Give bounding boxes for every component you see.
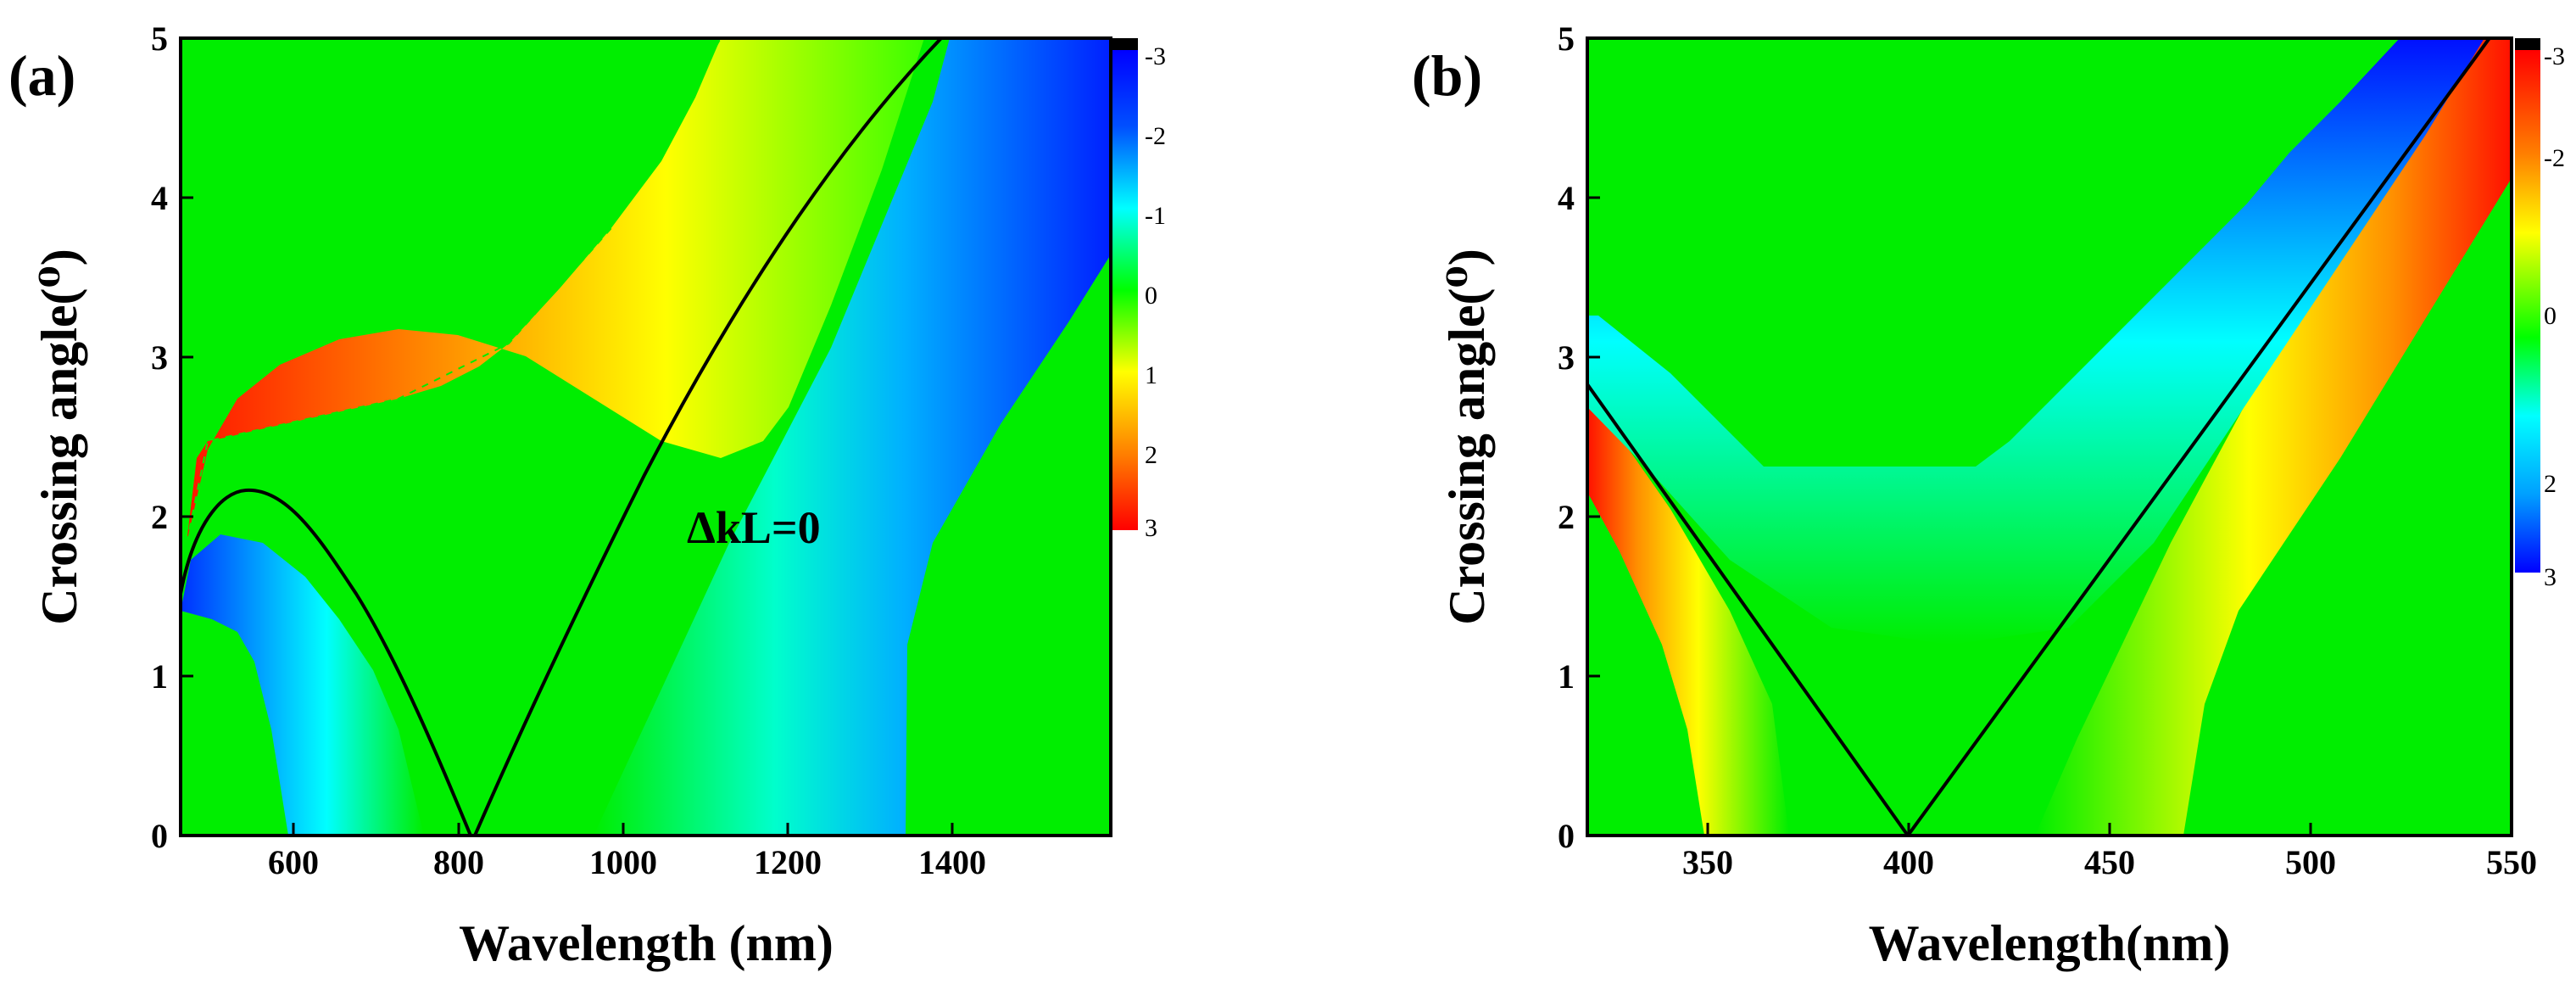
x-tick: 400	[1883, 823, 1934, 881]
panel-a-frame	[179, 36, 1112, 837]
x-tick-label: 800	[433, 843, 484, 881]
panel-b-blue-region	[1587, 38, 2484, 645]
y-tick: 1	[151, 657, 193, 696]
panel-b-y-title: Crossing angle(⁰)	[1439, 249, 1495, 625]
panel-b-heatmap	[1587, 38, 2512, 836]
panel-a-heatmap	[181, 38, 1111, 836]
panel-a: (a) 600 800 1000 1200 1400 Wavelength (n…	[8, 20, 1166, 971]
x-tick: 350	[1682, 823, 1733, 881]
y-tick: 2	[151, 498, 193, 536]
y-tick: 0	[151, 817, 193, 855]
colorbar-top-cap	[2515, 38, 2540, 50]
panel-b-right-red-region	[2035, 38, 2512, 836]
x-tick: 1000	[589, 823, 657, 881]
y-tick-label: 4	[151, 179, 168, 217]
y-tick: 3	[151, 338, 193, 377]
colorbar-tick-label: -3	[1145, 42, 1166, 70]
y-tick: 5	[1558, 20, 1600, 58]
colorbar-gradient	[1112, 50, 1138, 530]
y-tick: 4	[1558, 179, 1600, 217]
x-tick-label: 450	[2084, 843, 2135, 881]
x-tick: 1400	[918, 823, 986, 881]
x-tick: 1200	[754, 823, 822, 881]
panel-a-blue-region	[594, 38, 1111, 836]
colorbar-tick-label: 1	[1145, 361, 1157, 389]
x-tick-label: 600	[268, 843, 319, 881]
panel-a-colorbar: -3 -2 -1 0 1 2 3	[1112, 38, 1166, 542]
x-tick-label: 1000	[589, 843, 657, 881]
panel-a-y-axis: 0 1 2 3 4 5 Crossing angle(⁰)	[31, 20, 193, 855]
panel-b-left-red-region	[1587, 382, 1789, 836]
panel-b-x-axis: 350 400 450 500 550 Wavelength(nm)	[1682, 823, 2537, 971]
panel-b-x-title: Wavelength(nm)	[1869, 915, 2231, 971]
colorbar-tick-label: 3	[2544, 563, 2556, 591]
colorbar-top-cap	[1112, 38, 1138, 50]
x-tick: 800	[433, 823, 484, 881]
y-tick-label: 2	[151, 498, 168, 536]
panel-b: (b) 350 400 450 500 550 Wavelength(nm) 0…	[1412, 20, 2565, 971]
panel-b-colorbar: -3 -2 0 2 3	[2515, 38, 2565, 591]
colorbar-gradient	[2515, 50, 2540, 573]
panel-b-label: (b)	[1412, 43, 1482, 108]
colorbar-tick-label: -1	[1145, 202, 1166, 230]
x-tick-label: 1400	[918, 843, 986, 881]
colorbar-tick-label: -2	[2544, 144, 2565, 172]
y-tick-label: 5	[1558, 20, 1575, 58]
x-tick-label: 500	[2285, 843, 2336, 881]
x-tick: 500	[2285, 823, 2336, 881]
y-tick-label: 0	[151, 817, 168, 855]
panel-a-x-title: Wavelength (nm)	[459, 915, 834, 971]
x-tick-label: 550	[2486, 843, 2537, 881]
y-tick: 2	[1558, 498, 1600, 536]
panel-a-annotation: ΔkL=0	[687, 502, 821, 553]
colorbar-tick-label: -3	[2544, 42, 2565, 70]
panel-b-frame	[1586, 36, 2513, 837]
y-tick-label: 2	[1558, 498, 1575, 536]
panel-a-contour	[181, 38, 943, 836]
y-tick-label: 1	[1558, 657, 1575, 696]
x-tick: 450	[2084, 823, 2135, 881]
panel-b-contour	[1587, 38, 2491, 836]
colorbar-tick-label: 0	[2544, 302, 2556, 330]
y-tick: 4	[151, 179, 193, 217]
y-tick-label: 5	[151, 20, 168, 58]
x-tick-label: 400	[1883, 843, 1934, 881]
colorbar-tick-label: 0	[1145, 282, 1157, 310]
y-tick-label: 1	[151, 657, 168, 696]
x-tick: 600	[268, 823, 319, 881]
x-tick-label: 1200	[754, 843, 822, 881]
y-tick: 5	[151, 20, 193, 58]
y-tick-label: 0	[1558, 817, 1575, 855]
y-tick: 1	[1558, 657, 1600, 696]
x-tick-label: 350	[1682, 843, 1733, 881]
panel-a-x-axis: 600 800 1000 1200 1400 Wavelength (nm)	[268, 823, 986, 971]
y-tick-label: 3	[1558, 338, 1575, 377]
colorbar-tick-label: 2	[1145, 441, 1157, 469]
panel-a-red-region	[187, 38, 924, 543]
colorbar-tick-label: 3	[1145, 514, 1157, 542]
y-tick: 3	[1558, 338, 1600, 377]
panel-a-y-title: Crossing angle(⁰)	[31, 249, 87, 625]
panel-b-y-axis: 0 1 2 3 4 5 Crossing angle(⁰)	[1439, 20, 1600, 855]
x-tick: 550	[2486, 823, 2537, 881]
panel-a-left-blue-region	[181, 534, 424, 836]
panel-a-step-edge	[186, 38, 722, 544]
colorbar-tick-label: -2	[1145, 122, 1166, 150]
y-tick: 0	[1558, 817, 1600, 855]
y-tick-label: 3	[151, 338, 168, 377]
y-tick-label: 4	[1558, 179, 1575, 217]
panel-a-label: (a)	[8, 43, 75, 108]
colorbar-tick-label: 2	[2544, 470, 2556, 498]
